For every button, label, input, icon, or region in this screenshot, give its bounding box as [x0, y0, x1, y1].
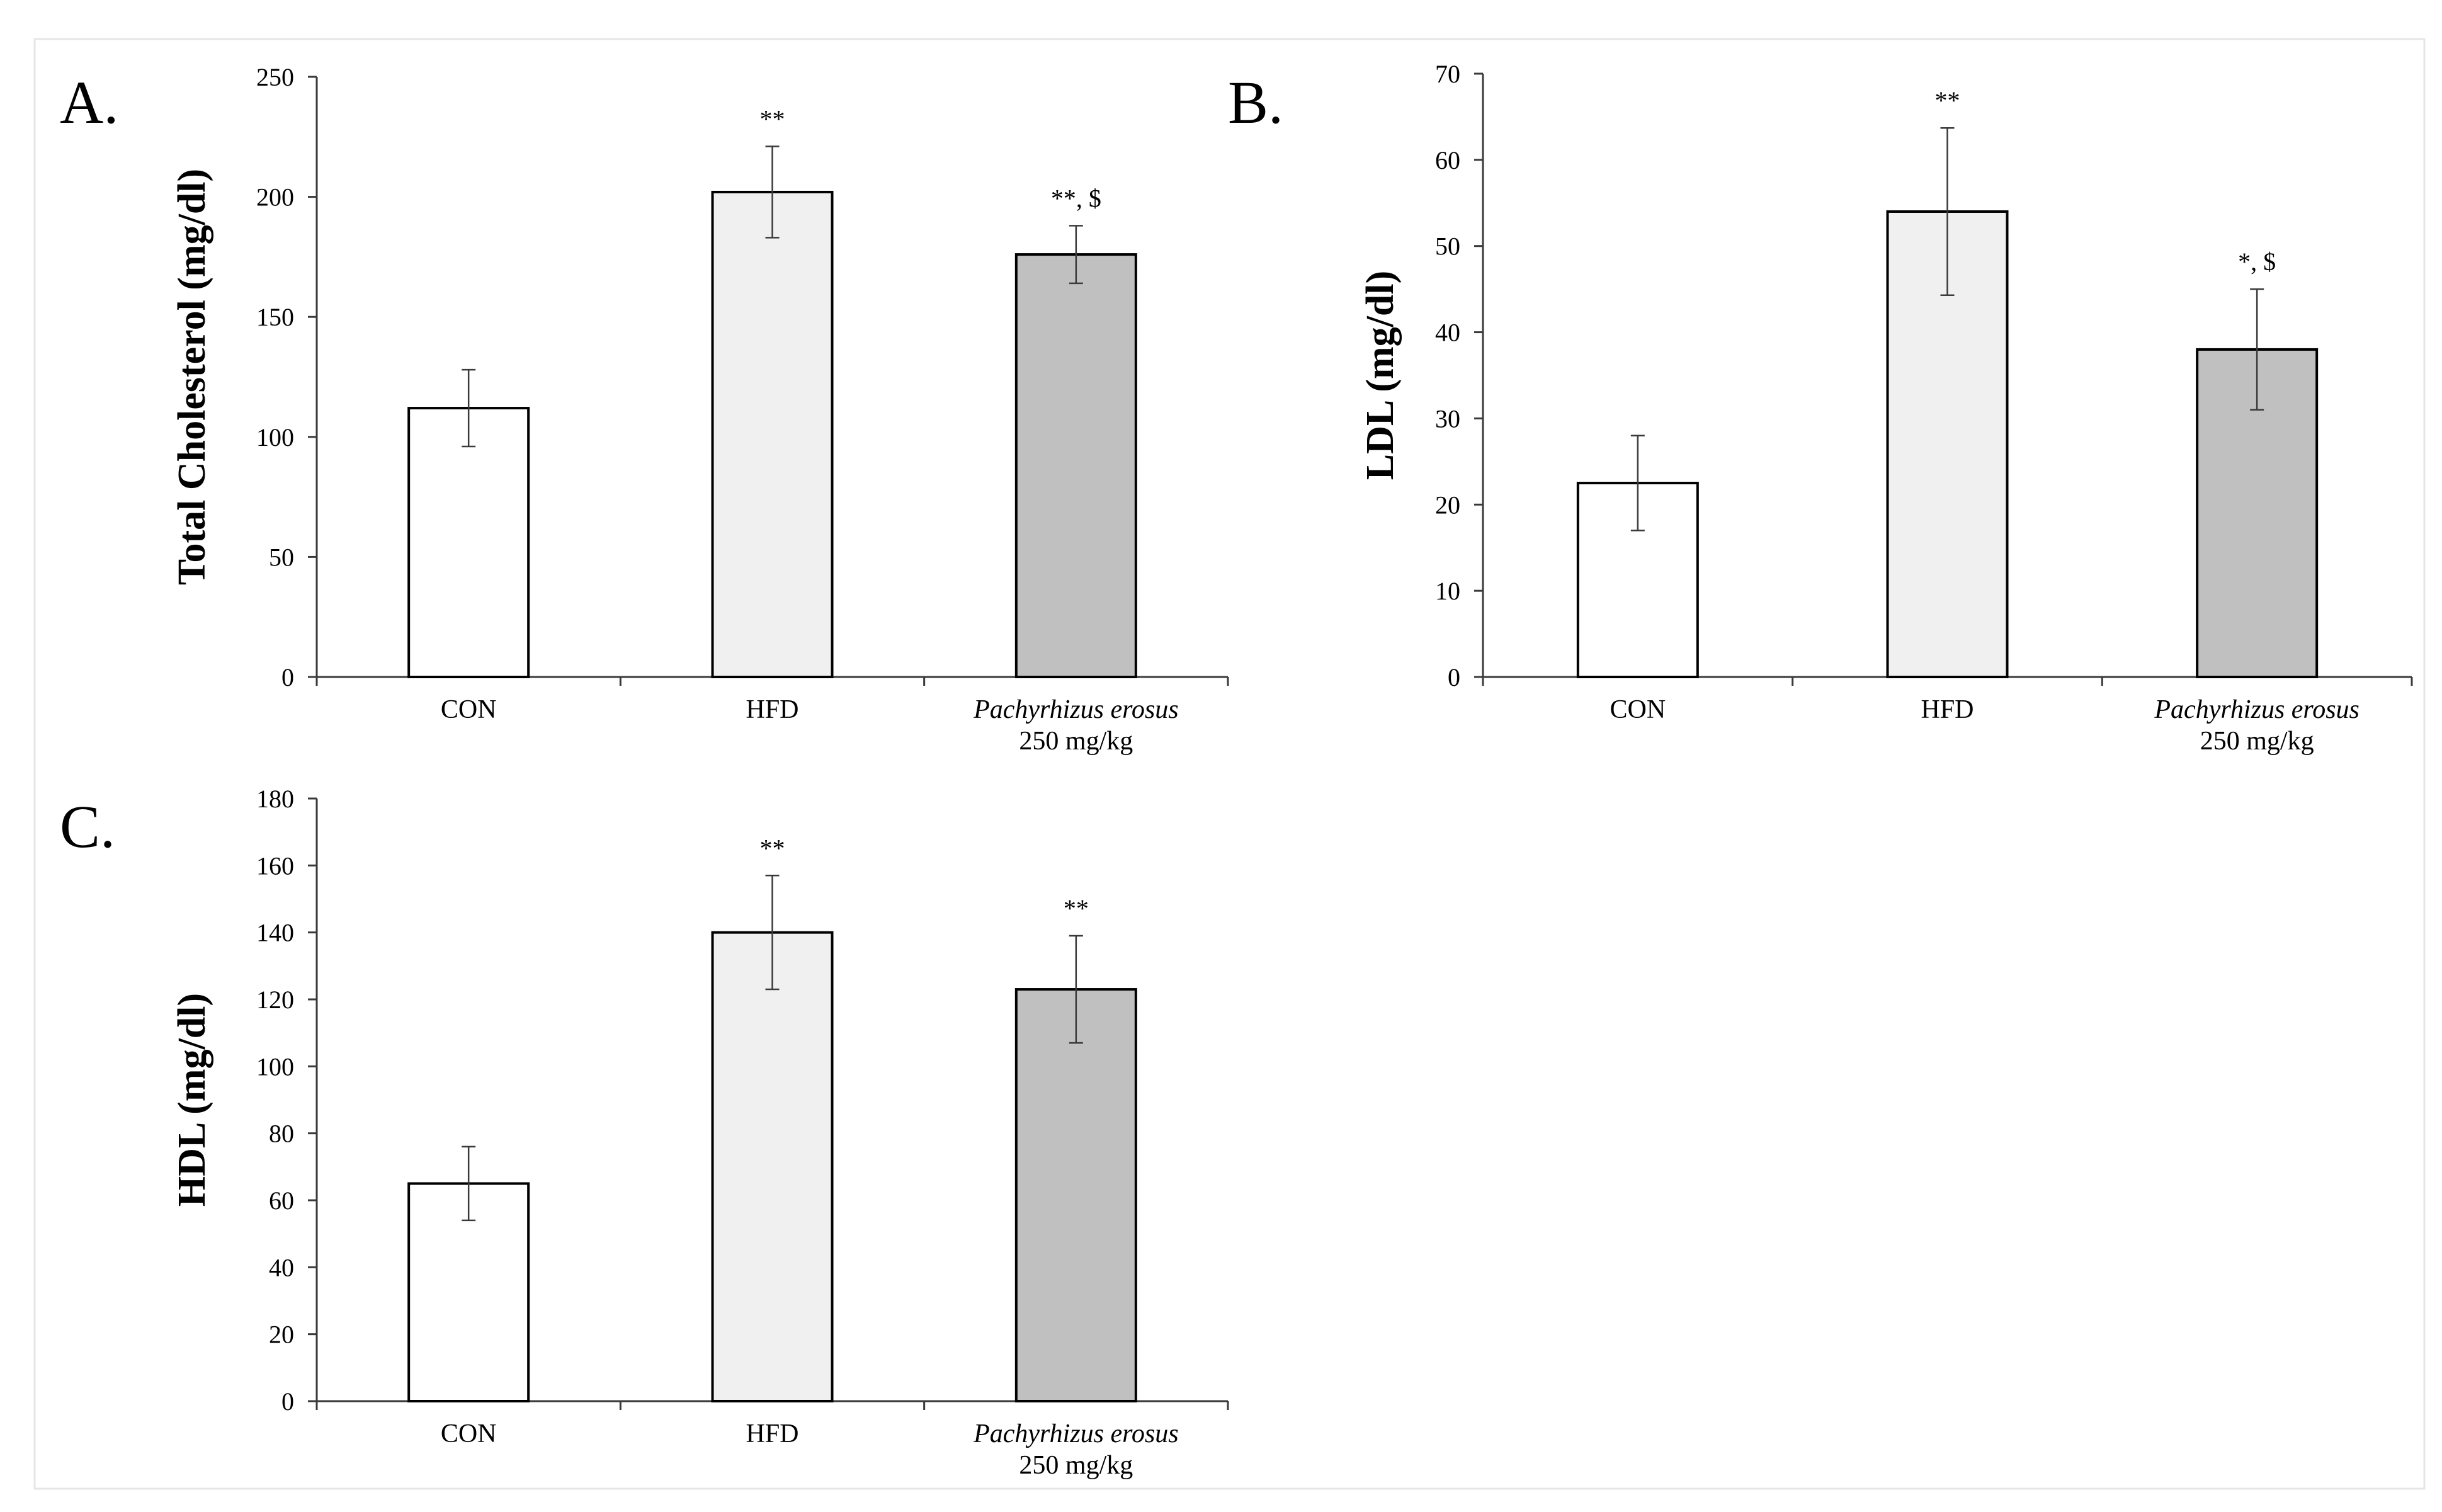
y-tick-label: 10	[1435, 577, 1460, 605]
y-tick-label: 40	[269, 1253, 294, 1282]
figure-frame	[33, 38, 2426, 1490]
y-tick-label: 20	[1435, 491, 1460, 519]
significance-label: **	[1064, 894, 1089, 923]
y-tick-label: 0	[281, 663, 294, 691]
significance-label: **	[760, 834, 785, 862]
y-tick-label: 150	[256, 303, 294, 331]
x-category-label: CON	[1610, 695, 1666, 724]
x-category-label: HFD	[1921, 695, 1973, 724]
y-tick-label: 60	[1435, 146, 1460, 174]
y-tick-label: 50	[269, 543, 294, 571]
x-category-label: Pachyrhizus erosus	[973, 1419, 1179, 1448]
y-axis-title: Total Cholesterol (mg/dl)	[171, 169, 213, 585]
y-tick-label: 0	[281, 1387, 294, 1416]
y-tick-label: 50	[1435, 232, 1460, 261]
bar	[407, 407, 530, 679]
x-category-label: HFD	[746, 695, 798, 724]
y-tick-label: 180	[256, 785, 294, 813]
y-axis-title: LDL (mg/dl)	[1359, 271, 1402, 480]
y-axis-title: HDL (mg/dl)	[171, 993, 213, 1207]
bar	[711, 931, 834, 1402]
significance-label: **	[760, 105, 785, 134]
y-tick-label: 160	[256, 851, 294, 880]
y-tick-label: 30	[1435, 404, 1460, 433]
panel-ldl: B. LDL (mg/dl) 0 10 20 30 40 50 60 70 CON ** HFD *, $…	[1228, 60, 2413, 756]
y-tick-label: 140	[256, 919, 294, 947]
x-category-label: Pachyrhizus erosus	[973, 695, 1179, 724]
y-tick-label: 120	[256, 986, 294, 1014]
y-tick-label: 250	[256, 63, 294, 91]
panel-label: B.	[1228, 69, 1283, 136]
significance-label: *, $	[2238, 247, 2276, 276]
x-category-sublabel: 250 mg/kg	[2200, 727, 2314, 756]
significance-label: **, $	[1051, 184, 1101, 212]
y-tick-label: 60	[269, 1186, 294, 1215]
y-tick-label: 100	[256, 423, 294, 452]
x-category-label: Pachyrhizus erosus	[2154, 695, 2360, 724]
panel-hdl: C. HDL (mg/dl) 0 20 40 60 80 100 120 140 160 180 CON…	[60, 785, 1229, 1480]
panel-label: A.	[60, 69, 118, 136]
y-tick-label: 20	[269, 1321, 294, 1349]
x-category-sublabel: 250 mg/kg	[1019, 727, 1133, 756]
y-tick-label: 80	[269, 1120, 294, 1148]
y-tick-label: 0	[1448, 663, 1460, 691]
y-tick-label: 100	[256, 1052, 294, 1081]
x-category-sublabel: 250 mg/kg	[1019, 1451, 1133, 1480]
y-tick-label: 200	[256, 183, 294, 212]
panel-total-cholesterol: A. Total Cholesterol (mg/dl) 0 50 100 150 200 2…	[60, 63, 1229, 756]
x-category-label: CON	[441, 695, 497, 724]
x-category-label: CON	[441, 1419, 497, 1448]
y-tick-label: 70	[1435, 60, 1460, 88]
bar	[711, 190, 834, 678]
x-category-label: HFD	[746, 1419, 798, 1448]
panel-label: C.	[60, 793, 115, 860]
significance-label: **	[1935, 86, 1960, 115]
bar	[1014, 253, 1137, 678]
y-tick-label: 40	[1435, 319, 1460, 347]
bar	[1014, 988, 1137, 1403]
